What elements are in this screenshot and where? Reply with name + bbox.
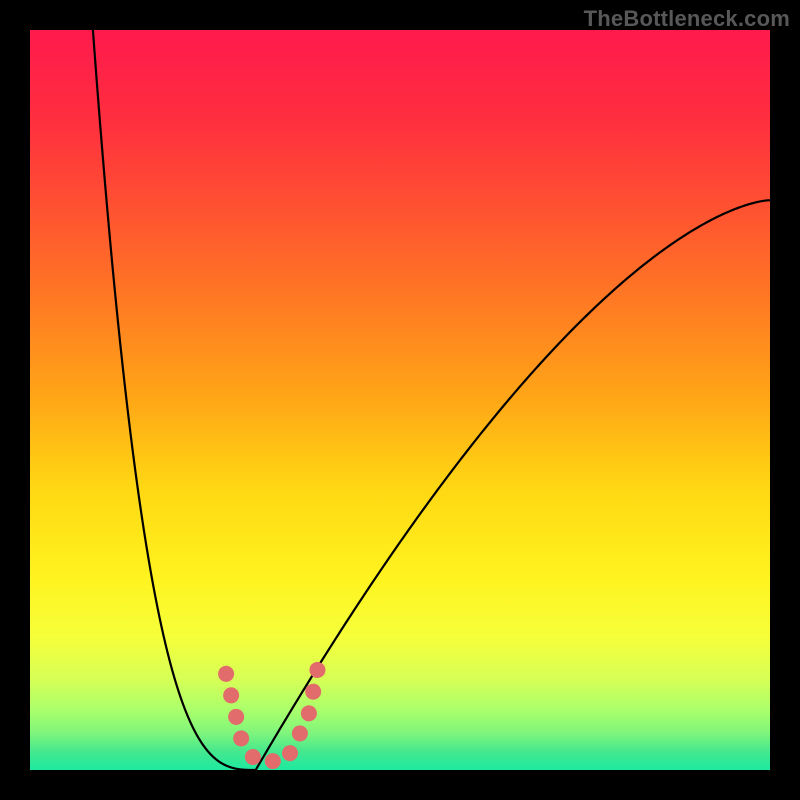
chart-container: TheBottleneck.com: [0, 0, 800, 800]
gradient-background: [30, 30, 770, 770]
plot-area: [30, 30, 770, 770]
watermark-text: TheBottleneck.com: [584, 6, 790, 32]
chart-svg: [30, 30, 770, 770]
